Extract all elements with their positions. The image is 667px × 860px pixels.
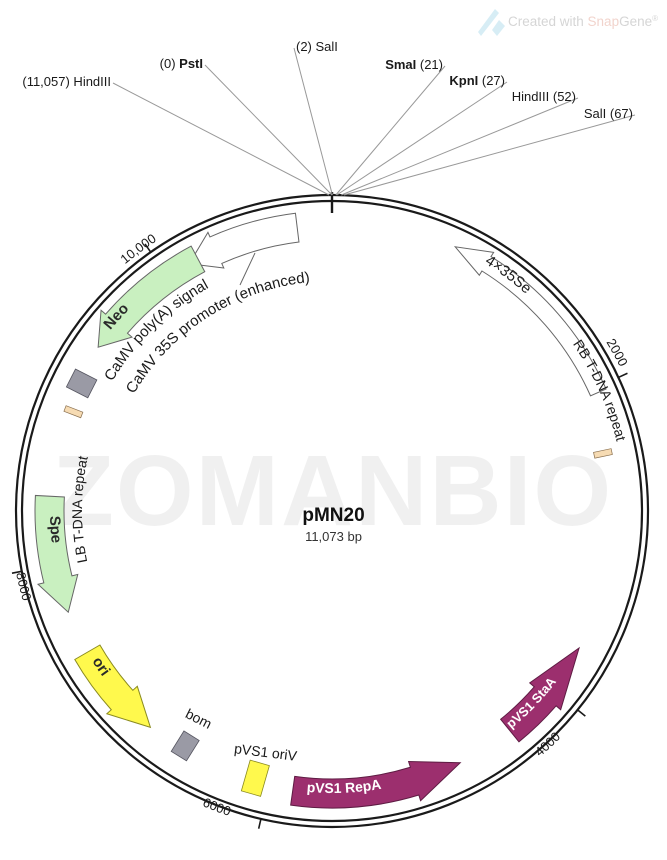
svg-text:bom: bom xyxy=(183,705,215,732)
svg-text:pVS1 oriV: pVS1 oriV xyxy=(233,740,298,764)
svg-text:(0) PstI: (0) PstI xyxy=(160,56,203,71)
svg-text:(2) SalI: (2) SalI xyxy=(296,39,338,54)
svg-text:HindIII (52): HindIII (52) xyxy=(512,89,576,104)
svg-text:(11,057) HindIII: (11,057) HindIII xyxy=(22,74,111,89)
svg-text:SmaI (21): SmaI (21) xyxy=(385,57,443,72)
svg-text:SalI (67): SalI (67) xyxy=(584,106,633,121)
svg-text:2000: 2000 xyxy=(604,336,631,369)
svg-text:KpnI (27): KpnI (27) xyxy=(449,73,505,88)
svg-text:Created with SnapGene®: Created with SnapGene® xyxy=(508,14,658,29)
svg-text:8000: 8000 xyxy=(13,571,34,602)
